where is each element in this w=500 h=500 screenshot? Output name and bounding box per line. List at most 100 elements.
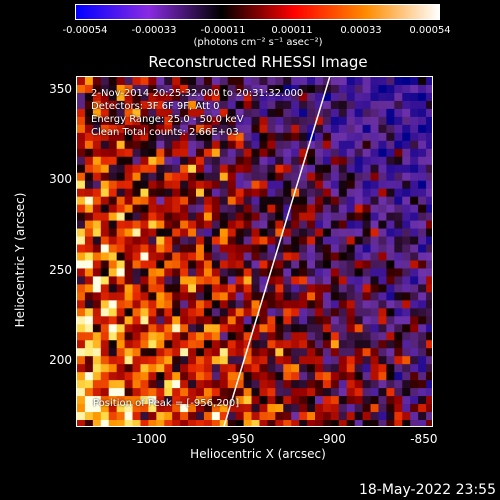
heatmap-cell bbox=[378, 332, 387, 341]
heatmap-cell bbox=[299, 380, 308, 389]
heatmap-cell bbox=[156, 92, 165, 102]
heatmap-cell bbox=[243, 204, 253, 214]
heatmap-cell bbox=[235, 396, 245, 405]
heatmap-cell bbox=[140, 364, 149, 373]
heatmap-cell bbox=[267, 308, 276, 317]
heatmap-cell bbox=[283, 204, 292, 214]
heatmap-cell bbox=[330, 308, 340, 317]
heatmap-cell bbox=[124, 108, 134, 118]
heatmap-cell bbox=[124, 140, 134, 150]
heatmap-cell bbox=[418, 412, 427, 421]
heatmap-cell bbox=[307, 252, 316, 262]
heatmap-cell bbox=[307, 292, 316, 301]
heatmap-cell bbox=[77, 244, 86, 254]
heatmap-cell bbox=[283, 284, 292, 293]
heatmap-cell bbox=[188, 316, 197, 325]
heatmap-cell bbox=[188, 260, 197, 270]
heatmap-cell bbox=[243, 132, 253, 142]
heatmap-cell bbox=[362, 116, 372, 126]
heatmap-cell bbox=[402, 340, 411, 349]
heatmap-cell bbox=[243, 404, 253, 413]
heatmap-cell bbox=[291, 356, 300, 365]
heatmap-cell bbox=[291, 132, 300, 142]
x-axis-label: Heliocentric X (arcsec) bbox=[190, 447, 326, 461]
heatmap-cell bbox=[124, 276, 134, 286]
heatmap-cell bbox=[338, 276, 348, 286]
heatmap-cell bbox=[172, 308, 181, 317]
heatmap-cell bbox=[92, 340, 102, 349]
heatmap-cell bbox=[346, 84, 356, 94]
heatmap-cell bbox=[116, 188, 126, 198]
heatmap-cell bbox=[346, 164, 356, 174]
heatmap-cell bbox=[386, 156, 395, 166]
heatmap-cell bbox=[322, 372, 332, 381]
heatmap-cell bbox=[108, 236, 118, 246]
heatmap-cell bbox=[203, 276, 213, 286]
heatmap-cell bbox=[92, 396, 102, 405]
heatmap-cell bbox=[219, 348, 229, 357]
heatmap-cell bbox=[346, 172, 356, 182]
heatmap-cell bbox=[77, 212, 86, 222]
heatmap-cell bbox=[148, 148, 157, 158]
heatmap-cell bbox=[92, 316, 102, 325]
heatmap-cell bbox=[108, 220, 118, 230]
heatmap-cell bbox=[235, 148, 245, 158]
heatmap-cell bbox=[235, 100, 245, 110]
heatmap-cell bbox=[140, 148, 149, 158]
heatmap-cell bbox=[156, 324, 165, 333]
heatmap-cell bbox=[164, 156, 173, 166]
heatmap-cell bbox=[410, 388, 419, 397]
heatmap-cell bbox=[219, 132, 229, 142]
heatmap-cell bbox=[307, 156, 316, 166]
heatmap-cell bbox=[77, 324, 86, 333]
heatmap-cell bbox=[338, 148, 348, 158]
heatmap-cell bbox=[259, 140, 268, 150]
heatmap-cell bbox=[211, 77, 221, 86]
heatmap-cell bbox=[378, 388, 387, 397]
heatmap-cell bbox=[378, 172, 387, 182]
heatmap-cell bbox=[386, 92, 395, 102]
heatmap-cell bbox=[275, 220, 284, 230]
heatmap-cell bbox=[100, 148, 110, 158]
heatmap-cell bbox=[92, 148, 102, 158]
heatmap-cell bbox=[378, 300, 387, 309]
heatmap-cell bbox=[172, 260, 181, 270]
heatmap-cell bbox=[188, 100, 197, 110]
heatmap-cell bbox=[354, 324, 364, 333]
heatmap-cell bbox=[410, 148, 419, 158]
heatmap-cell bbox=[267, 404, 276, 413]
heatmap-cell bbox=[378, 252, 387, 262]
heatmap-cell bbox=[315, 324, 324, 333]
heatmap-cell bbox=[402, 156, 411, 166]
heatmap-cell bbox=[418, 260, 427, 270]
heatmap-cell bbox=[402, 188, 411, 198]
heatmap-cell bbox=[227, 284, 237, 293]
heatmap-cell bbox=[235, 180, 245, 190]
heatmap-cell bbox=[267, 252, 276, 262]
heatmap-cell bbox=[124, 340, 134, 349]
heatmap-cell bbox=[330, 77, 340, 86]
heatmap-cell bbox=[378, 340, 387, 349]
heatmap-cell bbox=[196, 220, 205, 230]
heatmap-cell bbox=[322, 396, 332, 405]
heatmap-cell bbox=[188, 268, 197, 278]
heatmap-cell bbox=[203, 228, 213, 238]
heatmap-cell bbox=[227, 124, 237, 134]
heatmap-cell bbox=[227, 388, 237, 397]
heatmap-cell bbox=[243, 148, 253, 158]
heatmap-cell bbox=[211, 396, 221, 405]
heatmap-cell bbox=[418, 108, 427, 118]
heatmap-cell bbox=[108, 404, 118, 413]
heatmap-cell bbox=[100, 244, 110, 254]
heatmap-cell bbox=[267, 412, 276, 421]
heatmap-cell bbox=[116, 172, 126, 182]
heatmap-cell bbox=[140, 108, 149, 118]
heatmap-cell bbox=[235, 228, 245, 238]
heatmap-cell bbox=[386, 356, 395, 365]
heatmap-cell bbox=[322, 116, 332, 126]
heatmap-cell bbox=[267, 284, 276, 293]
heatmap-cell bbox=[227, 164, 237, 174]
heatmap-cell bbox=[322, 316, 332, 325]
heatmap-cell bbox=[108, 180, 118, 190]
heatmap-cell bbox=[307, 308, 316, 317]
